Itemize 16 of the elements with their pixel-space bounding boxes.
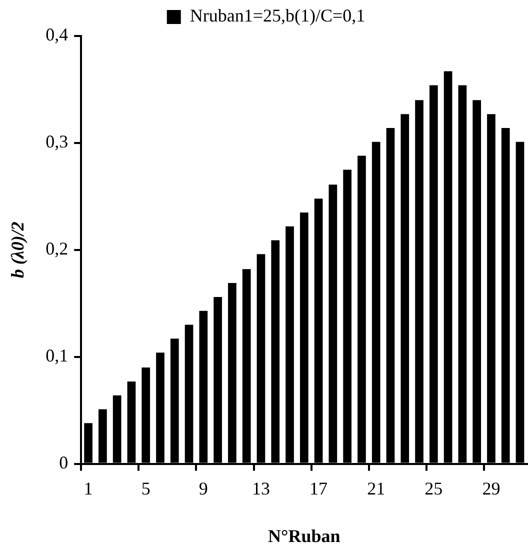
x-axis-title: N°Ruban (268, 526, 340, 546)
x-tick-label: 29 (482, 478, 500, 498)
x-tick-label: 1 (84, 478, 93, 498)
x-tick-label: 13 (252, 478, 270, 498)
y-axis-title: b (λ0)/2 (7, 222, 28, 278)
y-tick-label: 0,3 (46, 132, 68, 152)
legend-label: Nruban1=25,b(1)/C=0,1 (190, 6, 366, 26)
x-tick-label: 9 (198, 478, 208, 498)
x-tick-label: 17 (310, 478, 328, 498)
y-tick-label: 0 (59, 452, 68, 473)
x-tick-label: 5 (141, 478, 150, 498)
x-tick-label: 25 (424, 478, 443, 498)
y-tick-label: 0,2 (46, 238, 68, 259)
y-tick-label: 0,1 (46, 346, 68, 366)
y-tick-label: 0,4 (46, 24, 68, 45)
x-tick-label: 21 (367, 478, 386, 498)
